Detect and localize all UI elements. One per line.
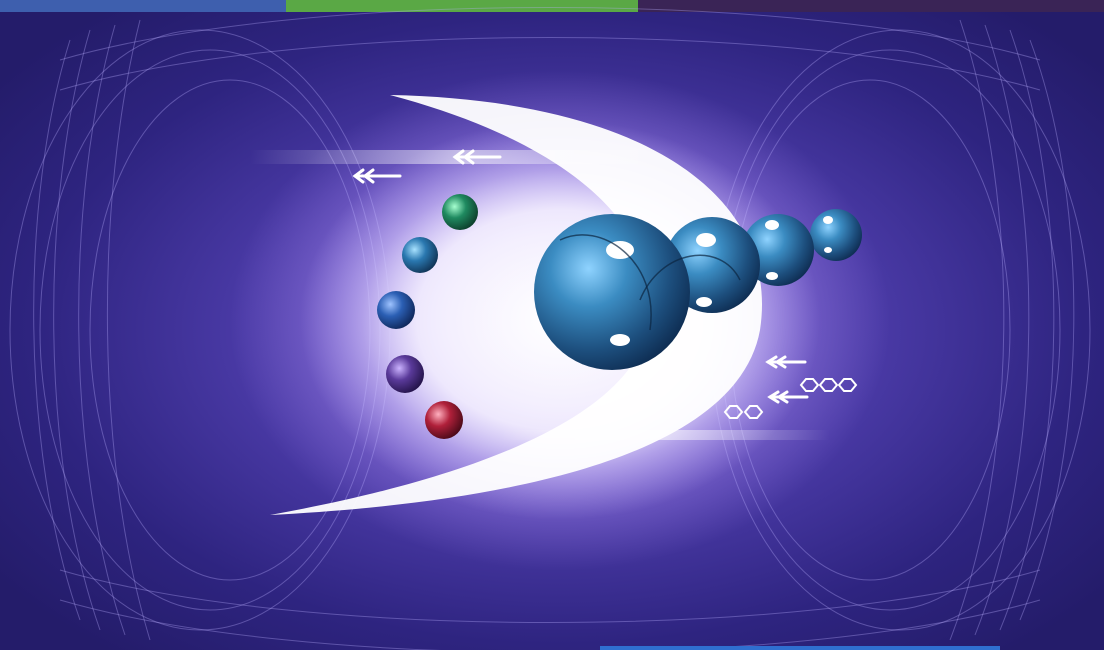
top-color-bar-blue	[0, 0, 286, 12]
small-sphere-red	[425, 401, 463, 439]
highlight	[610, 334, 630, 346]
hexagon-icon	[743, 405, 764, 419]
left-arrow-icon	[767, 390, 809, 404]
crescent-shape	[270, 95, 763, 515]
hexagon-icon	[723, 405, 744, 419]
small-sphere-teal	[402, 237, 438, 273]
highlight	[824, 247, 832, 253]
top-color-bar-dark	[638, 0, 1104, 12]
big-sphere	[810, 209, 862, 261]
bottom-color-bar	[600, 646, 1000, 650]
left-arrow-icon	[452, 149, 502, 165]
hexagon-icon	[799, 378, 820, 392]
arrows	[352, 149, 809, 404]
left-arrow-icon	[765, 355, 807, 369]
small-spheres	[377, 194, 478, 439]
highlight	[696, 233, 716, 247]
big-sphere	[534, 214, 690, 370]
big-sphere	[742, 214, 814, 286]
wire-mesh	[9, 7, 1091, 650]
small-sphere-green	[442, 194, 478, 230]
highlight	[766, 272, 778, 280]
highlight	[696, 297, 712, 307]
small-sphere-violet	[386, 355, 424, 393]
sphere-chain	[534, 209, 862, 370]
top-color-bar-green	[286, 0, 638, 12]
small-sphere-blue	[377, 291, 415, 329]
highlight	[823, 216, 833, 224]
hexagon-rings	[723, 378, 858, 419]
hexagon-icon	[818, 378, 839, 392]
highlight	[765, 220, 779, 230]
light-streak	[500, 430, 830, 440]
hexagon-icon	[837, 378, 858, 392]
left-arrow-icon	[352, 168, 402, 184]
